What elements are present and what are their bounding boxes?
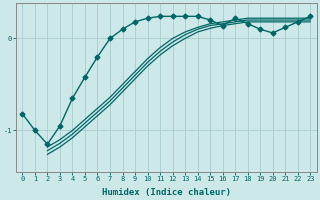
X-axis label: Humidex (Indice chaleur): Humidex (Indice chaleur) [102, 188, 231, 197]
